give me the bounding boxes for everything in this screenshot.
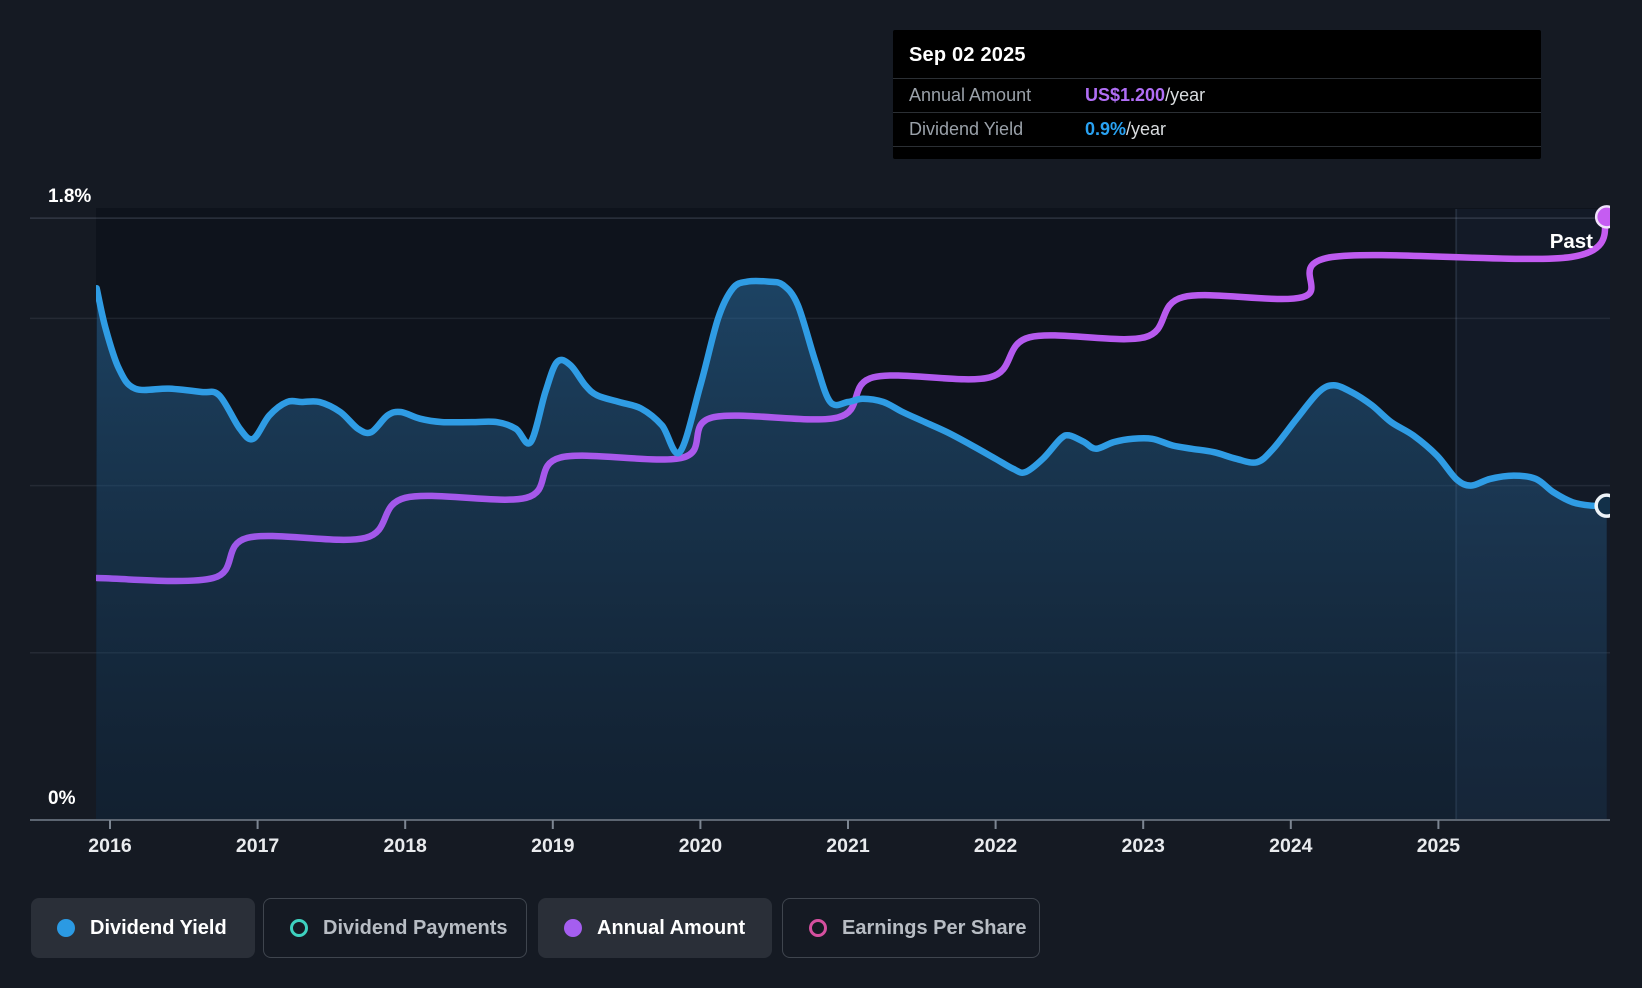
tooltip-row-suffix: /year [1126, 119, 1167, 139]
x-axis-year-label: 2018 [384, 835, 428, 857]
x-axis-year-label: 2024 [1269, 835, 1313, 857]
tooltip-divider [893, 146, 1541, 147]
tooltip-row-label: Annual Amount [909, 85, 1032, 105]
tooltip-row-dividend-yield: Dividend Yield 0.9% /year [893, 113, 1541, 146]
tooltip-divider [893, 78, 1541, 79]
tooltip-date: Sep 02 2025 [909, 44, 1026, 66]
x-axis-year-label: 2016 [88, 835, 132, 857]
tooltip-divider [893, 112, 1541, 113]
annual-amount-endpoint-marker [1594, 205, 1610, 229]
x-axis-year-label: 2019 [531, 835, 575, 857]
tooltip-row-annual-amount: Annual Amount US$1.200 /year [893, 79, 1541, 112]
tooltip-row-value: US$1.200 [1085, 85, 1166, 105]
annual-amount-line [96, 213, 1610, 585]
tooltip-row-suffix: /year [1165, 85, 1206, 105]
dividend-yield-endpoint-marker [1594, 493, 1610, 518]
legend-button-earnings-per-share[interactable]: Earnings Per Share [782, 898, 1040, 958]
y-axis-label: 1.8% [48, 186, 91, 207]
chart-tooltip: Sep 02 2025 Annual Amount US$1.200 /year… [893, 30, 1541, 159]
dividend-yield-marker-icon [57, 919, 75, 937]
legend-button-dividend-yield[interactable]: Dividend Yield [31, 898, 255, 958]
legend-label: Dividend Yield [90, 916, 227, 939]
x-axis-year-label: 2025 [1417, 835, 1461, 857]
legend-label: Earnings Per Share [842, 916, 1027, 939]
dividend-yield-line [96, 277, 1610, 510]
dividend-payments-marker-icon [290, 919, 308, 937]
legend-label: Dividend Payments [323, 916, 508, 939]
y-axis-label: 0% [48, 788, 76, 809]
earnings-per-share-marker-icon [809, 919, 827, 937]
chart-legend: Dividend Yield Dividend Payments Annual Am… [0, 898, 1642, 958]
x-axis-year-label: 2017 [236, 835, 279, 857]
legend-button-annual-amount[interactable]: Annual Amount [538, 898, 772, 958]
x-axis-year-label: 2020 [679, 835, 723, 857]
x-axis-year-label: 2021 [826, 835, 870, 857]
annual-amount-marker-icon [564, 919, 582, 937]
legend-label: Annual Amount [597, 916, 746, 939]
tooltip-row-label: Dividend Yield [909, 119, 1024, 139]
x-axis-year-label: 2023 [1122, 835, 1166, 857]
legend-button-dividend-payments[interactable]: Dividend Payments [263, 898, 527, 958]
x-axis-year-label: 2022 [974, 835, 1018, 857]
series-group [96, 205, 1610, 820]
dividend-yield-area [96, 280, 1607, 820]
tooltip-row-value: 0.9% [1085, 119, 1127, 139]
past-label: Past [1550, 230, 1593, 253]
